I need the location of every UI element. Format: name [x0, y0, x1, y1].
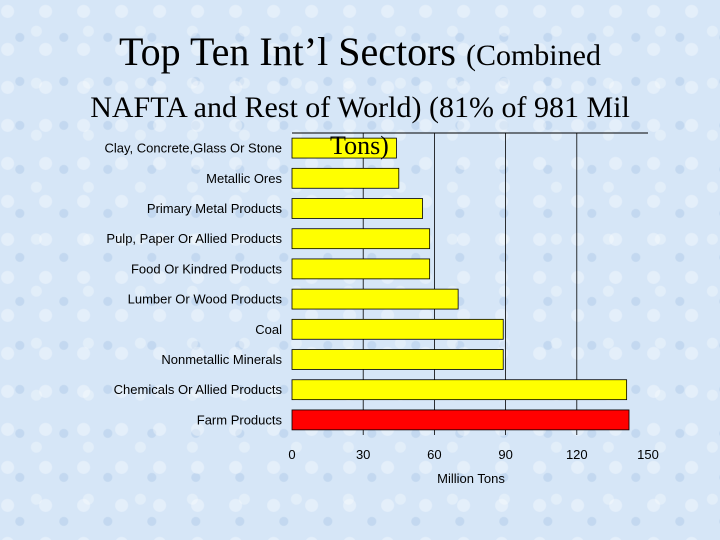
bar — [291, 288, 459, 310]
x-axis-title: Million Tons — [437, 471, 505, 486]
category-label: Primary Metal Products — [147, 201, 283, 216]
subtitle-part-a: NAFTA and Rest of World) — [90, 91, 422, 124]
bar — [291, 167, 400, 189]
bar — [291, 137, 397, 159]
x-tick-label: 90 — [498, 447, 512, 462]
bar — [291, 258, 431, 280]
category-label: Clay, Concrete,Glass Or Stone — [105, 141, 283, 156]
category-label: Farm Products — [197, 412, 283, 427]
category-label: Chemicals Or Allied Products — [114, 382, 283, 397]
title-paren: (Combined — [465, 39, 601, 72]
category-label: Pulp, Paper Or Allied Products — [106, 231, 282, 246]
category-label: Metallic Ores — [206, 171, 282, 186]
x-tick-label: 0 — [288, 447, 295, 462]
subtitle-part-c: Tons) — [330, 131, 389, 160]
x-tick-label: 150 — [637, 447, 659, 462]
category-labels: Clay, Concrete,Glass Or Stone Metallic Or… — [105, 141, 283, 428]
slide-subtitle: NAFTA and Rest of World) (81% of 981 Mil — [0, 90, 720, 126]
bar — [291, 349, 504, 370]
x-tick-label: 30 — [356, 447, 370, 462]
category-label: Nonmetallic Minerals — [161, 352, 282, 367]
title-main: Top Ten Int’l Sectors — [119, 29, 456, 74]
bar — [291, 198, 423, 219]
category-label: Food Or Kindred Products — [131, 261, 283, 276]
category-label: Lumber Or Wood Products — [128, 292, 283, 307]
tick-labels: 0 30 60 90 120 150 — [288, 447, 658, 462]
bar — [291, 409, 630, 431]
category-label: Coal — [255, 322, 282, 337]
bar — [291, 318, 504, 340]
subtitle-part-b: (81% of 981 Mil — [428, 91, 630, 124]
slide-title: Top Ten Int’l Sectors (Combined — [0, 28, 720, 80]
bar — [291, 379, 628, 401]
subtitle-line3: Tons) — [330, 130, 389, 162]
x-tick-label: 60 — [427, 447, 441, 462]
bar — [291, 228, 431, 250]
x-tick-label: 120 — [566, 447, 588, 462]
bars — [291, 137, 630, 431]
